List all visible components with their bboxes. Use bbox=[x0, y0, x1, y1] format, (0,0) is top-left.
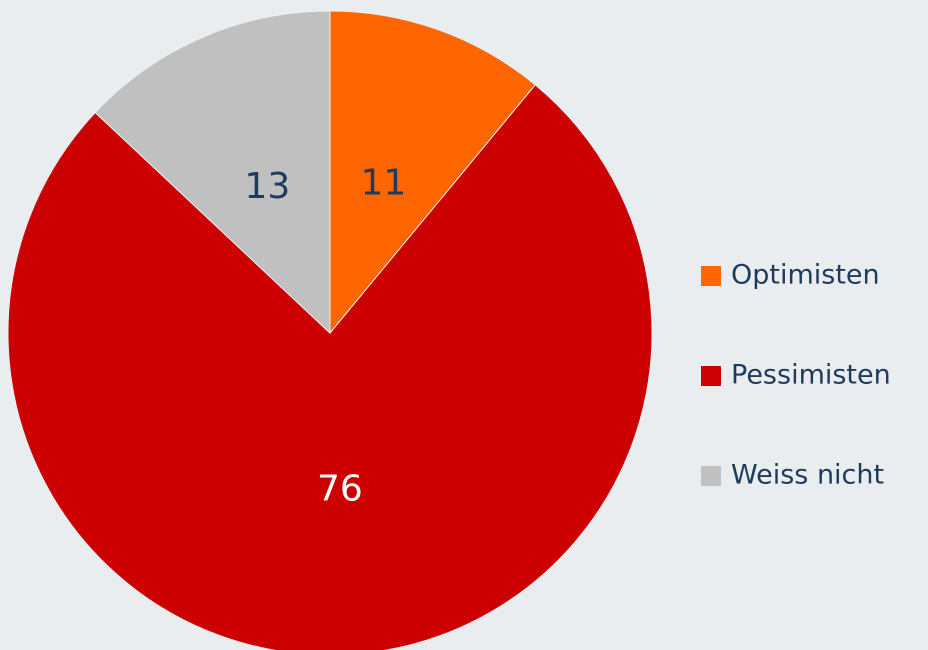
legend-label: Optimisten bbox=[731, 260, 880, 291]
pie-slice bbox=[7, 84, 653, 650]
pie-slice bbox=[94, 10, 331, 335]
legend-swatch bbox=[701, 266, 721, 286]
data-label: 76 bbox=[317, 468, 363, 509]
legend-label: Weiss nicht bbox=[731, 460, 884, 491]
data-label: 11 bbox=[361, 163, 407, 204]
legend-label: Pessimisten bbox=[731, 360, 891, 391]
pie-slice bbox=[329, 10, 536, 335]
legend-swatch bbox=[701, 466, 721, 486]
legend-swatch bbox=[701, 366, 721, 386]
data-label: 13 bbox=[244, 166, 290, 207]
